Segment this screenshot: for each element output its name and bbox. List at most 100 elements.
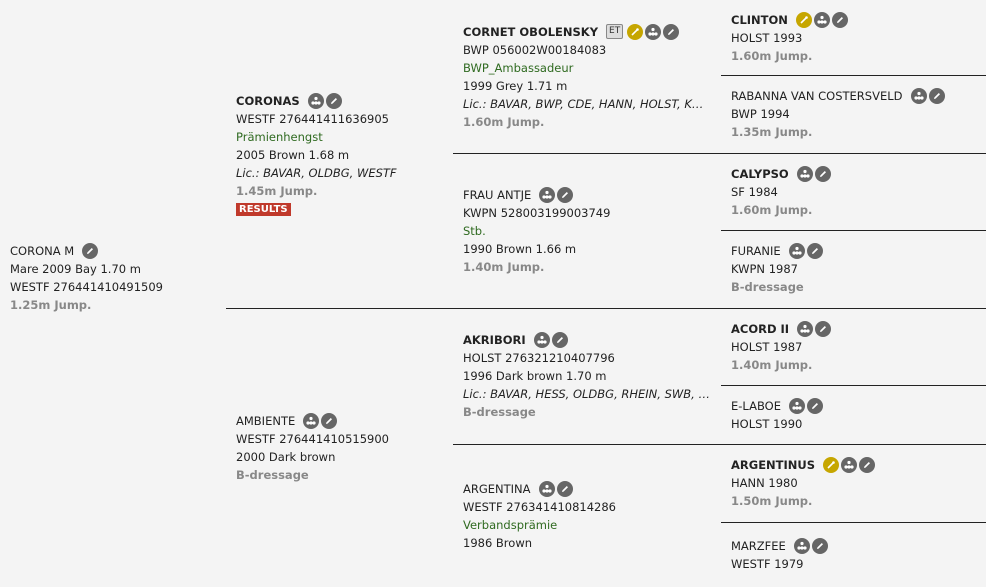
- icon-group: [793, 537, 828, 554]
- icon-group: [307, 93, 342, 109]
- edit-icon[interactable]: [806, 243, 823, 259]
- sire-sire-card: CORNET OBOLENSKY ET BWP 056002W00184083 B…: [453, 0, 713, 153]
- icon-group: [788, 397, 823, 414]
- gg-info: HOLST 1993: [731, 30, 803, 45]
- sd-title: Stb.: [463, 223, 486, 238]
- sd-info: 1990 Brown 1.66 m: [463, 241, 577, 256]
- ds-name[interactable]: AKRIBORI: [463, 333, 526, 347]
- semen-icon[interactable]: [627, 23, 644, 40]
- divider: [721, 75, 986, 76]
- edit-icon[interactable]: [859, 457, 876, 473]
- icon-group: [795, 11, 848, 28]
- pedigree-icon[interactable]: [307, 93, 324, 109]
- gg-name-row: RABANNA VAN COSTERSVELD: [731, 87, 986, 105]
- gg-name[interactable]: FURANIE: [731, 244, 781, 258]
- gg-name-row: ACORD II: [731, 320, 986, 338]
- gg-discipline: 1.35m Jump.: [731, 125, 813, 139]
- sd-name-row: FRAU ANTJE: [463, 186, 713, 204]
- gg-name[interactable]: ARGENTINUS: [731, 458, 816, 472]
- icon-group: [823, 457, 876, 473]
- ds-name-row: AKRIBORI: [463, 331, 713, 349]
- gg-name[interactable]: CALYPSO: [731, 166, 789, 181]
- gg-name[interactable]: E-LABOE: [731, 398, 781, 413]
- edit-icon[interactable]: [663, 23, 680, 40]
- edit-icon[interactable]: [806, 397, 823, 414]
- pedigree-icon[interactable]: [910, 88, 927, 104]
- ss-name-row: CORNET OBOLENSKY ET: [463, 23, 713, 41]
- gg-info: WESTF 1979: [731, 556, 804, 571]
- sd-name[interactable]: FRAU ANTJE: [463, 187, 532, 202]
- gg-name[interactable]: MARZFEE: [731, 538, 786, 553]
- results-button[interactable]: RESULTS: [236, 203, 291, 216]
- edit-icon[interactable]: [815, 320, 832, 337]
- divider: [226, 308, 986, 309]
- semen-icon[interactable]: [795, 11, 812, 28]
- pedigree-icon[interactable]: [813, 11, 830, 28]
- gg-info: HOLST 1987: [731, 339, 803, 354]
- pedigree-icon[interactable]: [645, 23, 662, 40]
- pedigree-icon[interactable]: [533, 332, 550, 348]
- great-grandparent-card: RABANNA VAN COSTERSVELD BWP 1994 1.35m Ju…: [721, 75, 986, 153]
- pedigree-icon[interactable]: [538, 480, 555, 497]
- icon-group: [539, 186, 574, 203]
- sire-id: WESTF 276441411636905: [236, 112, 389, 126]
- sire-name[interactable]: CORONAS: [236, 94, 300, 108]
- pedigree-icon[interactable]: [788, 397, 805, 414]
- icon-group: [82, 242, 99, 259]
- sire-dam-card: FRAU ANTJE KWPN 528003199003749 Stb. 199…: [453, 153, 713, 308]
- ds-info: 1996 Dark brown 1.70 m: [463, 369, 607, 383]
- icon-group: [910, 88, 945, 104]
- horse-name[interactable]: CORONA M: [10, 243, 75, 258]
- dam-name-row: AMBIENTE: [236, 412, 453, 430]
- pedigree-icon[interactable]: [841, 457, 858, 473]
- ss-id: BWP 056002W00184083: [463, 42, 607, 57]
- divider: [721, 522, 986, 523]
- edit-icon[interactable]: [551, 332, 568, 348]
- edit-icon[interactable]: [82, 242, 99, 259]
- gg-name[interactable]: ACORD II: [731, 321, 790, 336]
- pedigree-icon[interactable]: [796, 165, 813, 182]
- gg-discipline: 1.60m Jump.: [731, 202, 813, 217]
- pedigree-icon[interactable]: [793, 537, 810, 554]
- pedigree-icon[interactable]: [788, 243, 805, 259]
- ss-name[interactable]: CORNET OBOLENSKY: [463, 24, 599, 39]
- edit-icon[interactable]: [814, 165, 831, 182]
- edit-icon[interactable]: [928, 88, 945, 104]
- sd-discipline: 1.40m Jump.: [463, 259, 545, 274]
- gg-name-row: MARZFEE: [731, 537, 986, 555]
- ss-discipline: 1.60m Jump.: [463, 114, 545, 129]
- pedigree-icon[interactable]: [797, 320, 814, 337]
- ds-id: HOLST 276321210407796: [463, 351, 615, 365]
- gg-name-row: E-LABOE: [731, 397, 986, 415]
- edit-icon[interactable]: [321, 412, 338, 429]
- gg-name[interactable]: RABANNA VAN COSTERSVELD: [731, 89, 903, 103]
- gg-discipline: B-dressage: [731, 280, 804, 294]
- divider: [453, 444, 986, 445]
- dam-name[interactable]: AMBIENTE: [236, 413, 296, 428]
- pedigree-icon[interactable]: [539, 186, 556, 203]
- horse-id: WESTF 276441410491509: [10, 279, 163, 294]
- gg-name[interactable]: CLINTON: [731, 12, 788, 27]
- gg-name-row: ARGENTINUS: [731, 456, 986, 474]
- edit-icon[interactable]: [831, 11, 848, 28]
- pedigree-icon[interactable]: [303, 412, 320, 429]
- gg-discipline: 1.60m Jump.: [731, 48, 813, 63]
- semen-icon[interactable]: [823, 457, 840, 473]
- dd-name-row: ARGENTINA: [463, 480, 713, 498]
- dd-info: 1986 Brown: [463, 535, 533, 550]
- edit-icon[interactable]: [557, 186, 574, 203]
- ds-licences: Lic.: BAVAR, HESS, OLDBG, RHEIN, SWB, WE…: [463, 387, 713, 401]
- dam-sire-card: AKRIBORI HOLST 276321210407796 1996 Dark…: [453, 308, 713, 444]
- horse-info: Mare 2009 Bay 1.70 m: [10, 261, 141, 276]
- edit-icon[interactable]: [811, 537, 828, 554]
- dam-info: 2000 Dark brown: [236, 449, 336, 464]
- gg-discipline: 1.50m Jump.: [731, 494, 813, 508]
- dam-id: WESTF 276441410515900: [236, 431, 389, 446]
- dam-card: AMBIENTE WESTF 276441410515900 2000 Dark…: [226, 308, 453, 587]
- icon-group: [796, 165, 831, 182]
- dd-title: Verbandsprämie: [463, 517, 558, 532]
- edit-icon[interactable]: [556, 480, 573, 497]
- dd-name[interactable]: ARGENTINA: [463, 481, 531, 496]
- edit-icon[interactable]: [325, 93, 342, 109]
- gg-info: HOLST 1990: [731, 416, 803, 431]
